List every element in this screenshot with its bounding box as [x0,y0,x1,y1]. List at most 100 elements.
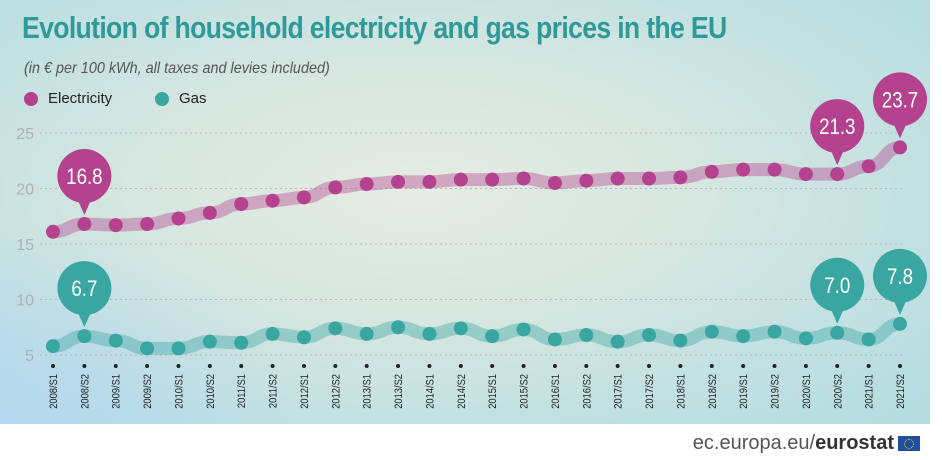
x-tick-label: 2018/S2 [707,374,719,409]
gas-callout-pointer [893,298,907,315]
x-tick-label: 2010/S1 [174,374,186,409]
x-tick-dot [772,364,777,368]
x-tick-label: 2012/S1 [299,374,311,409]
gas-point [202,334,217,349]
electricity-point [704,164,719,179]
electricity-callout-label: 21.3 [819,116,855,140]
gas-point [767,324,782,339]
electricity-point [422,174,437,189]
gas-point [140,341,155,356]
gas-point [516,322,531,337]
x-tick-dot [145,364,150,368]
chart-subtitle: (in € per 100 kWh, all taxes and levies … [24,60,330,77]
y-tick-label: 5 [25,348,34,365]
x-tick-label: 2021/S1 [864,374,876,409]
electricity-point [547,175,562,190]
gas-point [861,332,876,347]
footer-source[interactable]: ec.europa.eu/eurostat [693,432,920,455]
x-tick-dot [803,364,808,368]
electricity-point [861,159,876,174]
gas-point [171,341,186,356]
x-tick-dot [113,364,118,368]
x-tick-label: 2014/S2 [456,374,468,409]
y-tick-label: 25 [16,126,34,143]
x-tick-label: 2020/S1 [801,374,813,409]
electricity-point [798,167,813,182]
electricity-point [359,177,374,192]
electricity-point [830,167,845,182]
electricity-point [234,197,249,212]
gas-callout-label: 7.8 [887,266,913,290]
x-tick-dot [82,364,87,368]
gas-point [610,334,625,349]
x-tick-dot [396,364,401,368]
gas-point [77,329,92,344]
x-tick-dot [835,364,840,368]
line-chart: 5 10 15 20 25 2008/S1 2008/S2 2009/S1 2009/S2 201… [16,72,927,409]
electricity-callout-bubble [810,99,865,154]
x-tick-label: 2011/S1 [237,374,249,408]
electricity-point [767,162,782,177]
gas-point [46,339,60,354]
footer-domain: ec.europa.eu/ [692,432,816,454]
electricity-point [140,217,155,232]
electricity-point [265,193,280,208]
x-tick-label: 2019/S2 [770,374,782,409]
electricity-callout-pointer [77,199,92,216]
x-tick-label: 2014/S1 [425,374,437,409]
x-tick-dot [364,364,369,368]
x-tick-dot [239,364,244,368]
gas-point [798,331,813,346]
electricity-point [296,190,311,205]
x-tick-dot [866,364,871,368]
legend-electricity: Electricity [24,90,112,107]
electricity-point [485,172,500,187]
x-tick-dot [584,364,589,368]
gas-point [579,328,594,343]
legend-gas-label: Gas [179,90,207,107]
gas-point [359,326,374,341]
gas-point [296,330,311,345]
x-tick-dot [427,364,432,368]
x-tick-dot [647,364,652,368]
gas-point [673,333,688,348]
electricity-callout-bubble [873,72,927,127]
x-tick-dot [176,364,181,368]
x-tick-dot [333,364,338,368]
electricity-point [610,171,625,186]
x-tick-label: 2016/S2 [582,374,594,409]
gas-point [391,320,406,335]
gas-point [704,324,719,339]
y-tick-label: 15 [16,237,34,254]
electricity-point [516,171,531,186]
x-tick-dot [521,364,526,368]
electricity-point [893,140,907,155]
x-tick-label: 2010/S2 [205,374,217,409]
x-tick-dot [490,364,495,368]
gas-point [736,329,751,344]
x-tick-label: 2017/S1 [613,374,625,409]
electricity-point [579,173,594,188]
x-tick-label: 2013/S1 [362,374,374,409]
legend-gas-swatch [155,91,169,106]
x-tick-label: 2015/S2 [519,374,531,409]
electricity-point [391,174,406,189]
electricity-callout-pointer [893,122,907,139]
electricity-point [171,211,186,226]
x-tick-dot [207,364,212,368]
electricity-line [46,140,907,239]
x-tick-dot [458,364,463,368]
electricity-point [453,172,468,187]
y-tick-label: 20 [16,182,34,199]
x-tick-label: 2017/S2 [644,374,656,409]
electricity-point [108,218,123,233]
electricity-point [328,180,343,195]
chart-title: Evolution of household electricity and g… [22,10,727,45]
gas-point [485,329,500,344]
electricity-point [642,171,657,186]
legend-electricity-swatch [24,91,38,106]
gas-callout-pointer [830,307,845,324]
x-tick-dot [615,364,620,368]
x-tick-dot [51,364,55,368]
electricity-point [673,170,688,185]
